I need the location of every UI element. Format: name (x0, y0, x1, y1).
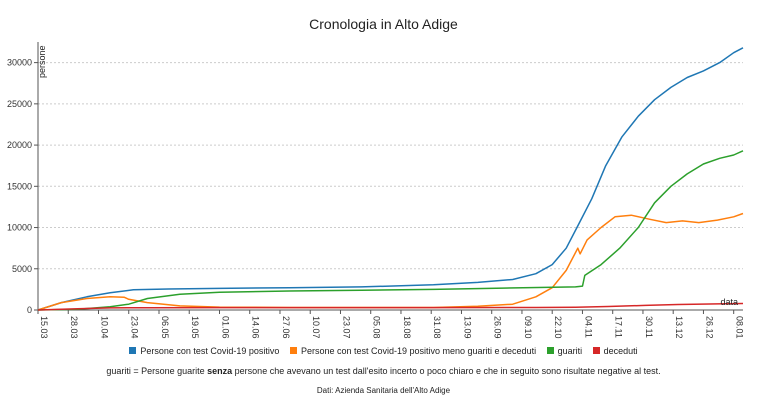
x-tick-label: 13.09 (462, 316, 472, 339)
note-bold: senza (207, 366, 233, 376)
series-line-1 (37, 212, 744, 311)
x-tick-label: 23.07 (341, 316, 351, 339)
note-prefix: guariti = Persone guarite (106, 366, 208, 376)
x-tick-label: 09.10 (523, 316, 533, 339)
y-axis-label: persone (37, 45, 47, 78)
legend-swatch (592, 347, 600, 354)
chart-note: guariti = Persone guarite senza persone … (0, 366, 767, 376)
note-suffix: persone che avevano un test dall'esito i… (232, 366, 661, 376)
x-tick-label: 17.11 (614, 316, 624, 338)
x-tick-label: 10.07 (311, 316, 321, 339)
legend-label: Persone con test Covid-19 positivo (140, 346, 280, 356)
y-tick-label: 5000 (12, 264, 32, 274)
x-tick-label: 08.01 (735, 316, 745, 339)
y-tick-label: 25000 (7, 99, 32, 109)
x-tick-label: 05.08 (372, 316, 382, 339)
gridlines (38, 62, 743, 270)
y-tick-label: 15000 (7, 181, 32, 191)
legend-label: guariti (557, 346, 583, 356)
legend-swatch (289, 347, 297, 354)
x-tick-label: 23.04 (130, 316, 140, 339)
y-tick-label: 30000 (7, 58, 32, 68)
legend: Persone con test Covid-19 positivo Perso… (0, 346, 767, 356)
legend-swatch (129, 347, 137, 354)
series-line-2 (37, 150, 744, 311)
chart-title: Cronologia in Alto Adige (309, 16, 458, 32)
legend-swatch (546, 347, 554, 354)
x-tick-label: 27.06 (281, 316, 291, 339)
x-tick-label: 15.03 (39, 316, 49, 339)
legend-item-positivi: Persone con test Covid-19 positivo (129, 346, 279, 356)
data-source: Dati: Azienda Sanitaria dell'Alto Adige (316, 386, 451, 395)
x-axis-label: data (720, 297, 738, 307)
x-tick-label: 18.08 (402, 316, 412, 339)
x-tick-label: 10.04 (99, 316, 109, 339)
y-tick-label: 10000 (7, 223, 32, 233)
y-tick-label: 20000 (7, 140, 32, 150)
x-tick-label: 26.12 (704, 316, 714, 339)
series-line-3 (37, 302, 744, 311)
x-tick-label: 19.05 (190, 316, 200, 339)
x-tick-label: 01.06 (220, 316, 230, 339)
legend-label: deceduti (603, 346, 638, 356)
x-tick-label: 04.11 (583, 316, 593, 338)
x-tick-label: 26.09 (493, 316, 503, 339)
legend-item-deceduti: deceduti (592, 346, 638, 356)
y-tick-label: 0 (27, 305, 32, 315)
x-tick-label: 06.05 (160, 316, 170, 339)
series-layer (37, 47, 744, 311)
legend-label: Persone con test Covid-19 positivo meno … (300, 346, 537, 356)
legend-item-guariti: guariti (546, 346, 583, 356)
x-tick-label: 14.06 (251, 316, 261, 339)
x-tick-label: 22.10 (553, 316, 563, 339)
x-tick-label: 31.08 (432, 316, 442, 339)
series-line-0 (37, 47, 744, 311)
x-tick-label: 30.11 (644, 316, 654, 338)
axes: 0 5000 10000 15000 20000 25000 30000 15.03 28.03… (7, 42, 745, 339)
legend-item-attivi: Persone con test Covid-19 positivo meno … (289, 346, 537, 356)
x-tick-label: 28.03 (69, 316, 79, 339)
line-chart: 0 5000 10000 15000 20000 25000 30000 15.03 28.03… (7, 42, 745, 339)
x-tick-label: 13.12 (674, 316, 684, 339)
